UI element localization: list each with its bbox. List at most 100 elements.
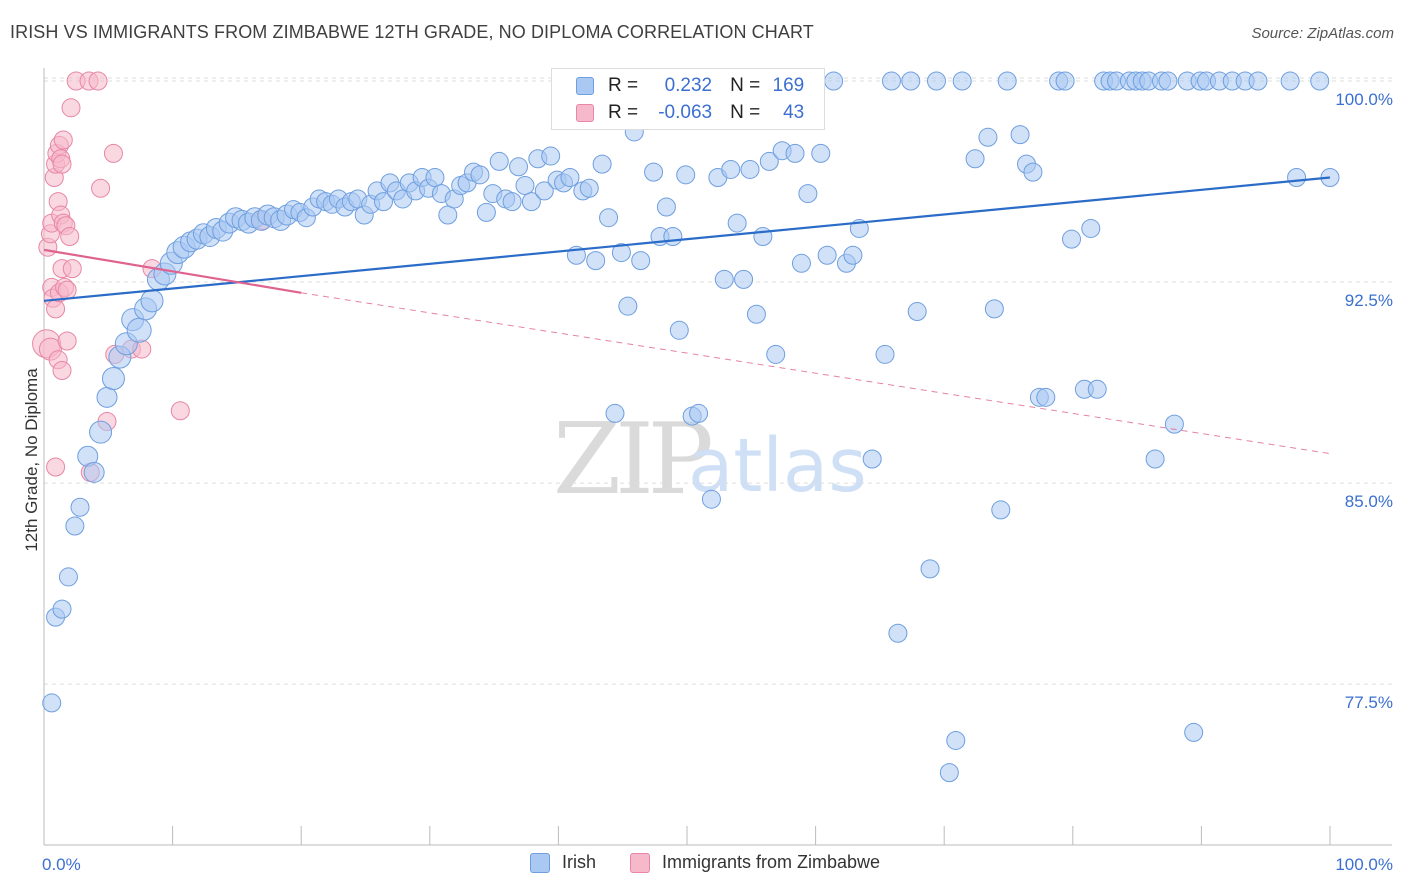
zimbabwe-trend-extension [301,292,1331,455]
irish-point [1010,125,1030,145]
irish-point [140,289,164,313]
irish-point [541,146,561,166]
x-tick-label-max: 100.0% [1335,855,1393,874]
irish-point [978,127,998,147]
irish-point [952,71,972,91]
irish-point [618,296,638,316]
zimbabwe-point [57,280,77,300]
irish-point [605,403,625,423]
irish-point [1248,71,1268,91]
zimbabwe-point [52,154,72,174]
irish-point [817,245,837,265]
irish-point [1164,414,1184,434]
irish-point [907,302,927,322]
irish-point [476,202,496,222]
chart-title: IRISH VS IMMIGRANTS FROM ZIMBABWE 12TH G… [10,22,814,42]
irish-point [502,192,522,212]
irish-point [997,71,1017,91]
irish-point [374,192,394,212]
irish-point [1184,722,1204,742]
y-tick-label: 77.5% [1345,693,1393,712]
irish-point [1310,71,1330,91]
irish-point [663,226,683,246]
zimbabwe-point [53,130,73,150]
legend-swatch-zimbabwe [576,104,594,122]
legend-row-irish: R = 0.232 N = 169 [576,73,804,99]
irish-point [656,197,676,217]
irish-point [1158,71,1178,91]
irish-point [946,730,966,750]
irish-point [824,71,844,91]
legend-row-zimbabwe: R = -0.063 N = 43 [576,100,804,126]
legend-r-label: R = [608,75,639,96]
irish-point [785,143,805,163]
irish-point [965,149,985,169]
bottom-legend-label-irish: Irish [562,852,597,872]
irish-point [611,243,631,263]
irish-point [96,386,118,408]
legend-n-label: N = [730,75,761,96]
y-tick-label: 85.0% [1345,492,1393,511]
irish-point [734,269,754,289]
irish-point [1287,168,1307,188]
zimbabwe-point [46,457,66,477]
irish-point [489,151,509,171]
zimbabwe-point [170,401,190,421]
irish-point [875,344,895,364]
irish-point [58,567,78,587]
irish-point [669,320,689,340]
irish-point [1280,71,1300,91]
irish-point [515,176,535,196]
irish-point [701,489,721,509]
irish-point [1081,218,1101,238]
legend-n-label: N = [730,102,761,123]
irish-trend-line [43,176,1331,302]
irish-point [727,213,747,233]
irish-point [70,497,90,517]
irish-point [83,461,105,483]
zimbabwe-point [61,98,81,118]
irish-point [89,420,113,444]
irish-point [438,205,458,225]
irish-point [862,449,882,469]
irish-point [984,299,1004,319]
legend-r-irish: 0.232 [664,75,713,96]
irish-point [509,157,529,177]
bottom-legend-irish[interactable]: Irish [530,852,596,873]
irish-point [689,403,709,423]
irish-point [52,599,72,619]
bottom-legend-label-zimbabwe: Immigrants from Zimbabwe [662,852,881,872]
irish-point [1023,162,1043,182]
irish-point [425,168,445,188]
x-tick-label-min: 0.0% [42,855,81,874]
irish-point [579,178,599,198]
irish-point [740,159,760,179]
irish-point [1145,449,1165,469]
legend-swatch-irish [576,77,594,95]
irish-point [901,71,921,91]
irish-points [42,71,1340,783]
irish-point [766,344,786,364]
irish-point [42,693,62,713]
irish-point [65,516,85,536]
y-axis-label: 12th Grade, No Diploma [22,368,41,552]
irish-point [534,181,554,201]
zimbabwe-point [88,71,108,91]
irish-point [721,159,741,179]
y-tick-label: 92.5% [1345,291,1393,310]
irish-point [714,269,734,289]
irish-point [888,623,908,643]
irish-point [1036,387,1056,407]
irish-point [798,184,818,204]
irish-point [521,192,541,212]
bottom-legend: Irish Immigrants from Zimbabwe [0,852,1406,878]
legend-n-irish: 169 [772,75,805,96]
irish-point [470,165,490,185]
irish-point [644,162,664,182]
legend-r-zimbabwe: -0.063 [658,102,713,123]
legend-box: R = 0.232 N = 169 R = -0.063 N = 43 [551,68,825,130]
legend-n-zimbabwe: 43 [783,102,805,123]
source-label: Source: ZipAtlas.com [1251,25,1394,42]
bottom-legend-zimbabwe[interactable]: Immigrants from Zimbabwe [630,852,880,873]
